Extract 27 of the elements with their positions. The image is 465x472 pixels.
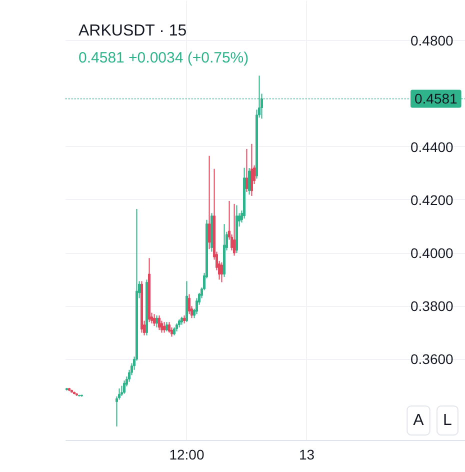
candlestick <box>156 314 158 328</box>
y-tick-label: 0.4200 <box>410 192 454 208</box>
candlestick <box>233 203 236 256</box>
x-tick-label: 13 <box>298 446 315 462</box>
text: ARKUSDT · 15 <box>78 22 187 40</box>
text: 0.4581 +0.0034 (+0.75%) <box>78 50 249 66</box>
candlestick <box>153 314 156 327</box>
candlestick <box>163 322 166 334</box>
candlestick <box>166 322 168 332</box>
candlestick <box>158 314 160 331</box>
y-tick-label: 0.4000 <box>410 245 454 262</box>
candlestick <box>220 262 223 283</box>
text: A <box>413 412 424 429</box>
candlestick <box>250 143 253 196</box>
y-tick-label: 0.3800 <box>410 298 454 314</box>
candlestick <box>168 322 170 334</box>
candlestick <box>246 148 248 192</box>
candlestick <box>248 168 250 196</box>
candlestick <box>208 155 210 250</box>
y-tick-label: 0.4400 <box>410 138 454 155</box>
ref-line-label: 0.4581 <box>414 90 458 107</box>
y-tick-label: 0.4800 <box>410 32 454 49</box>
x-tick-label: 12:00 <box>169 446 204 462</box>
text: L <box>443 412 452 429</box>
candlestick <box>123 380 126 394</box>
candlestick <box>188 294 190 315</box>
y-tick-label: 0.3600 <box>410 351 454 368</box>
